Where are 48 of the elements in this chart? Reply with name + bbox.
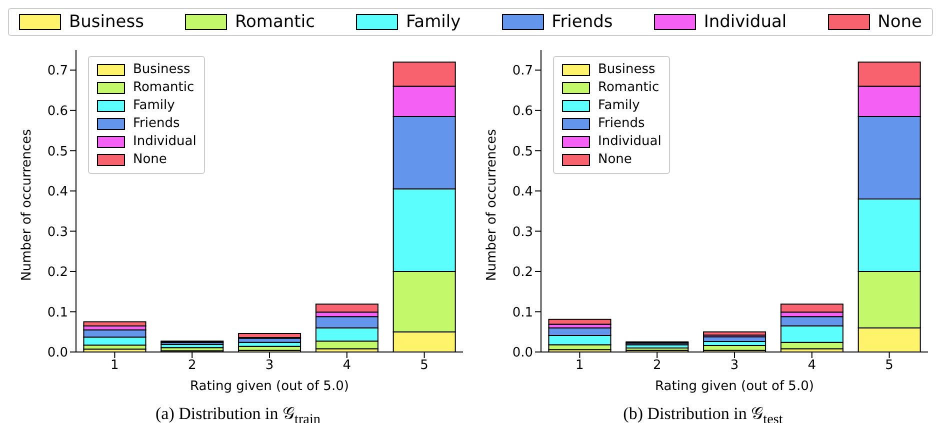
legend-label: Business [598, 61, 656, 79]
legend-label: Family [133, 97, 175, 115]
x-axis-title: Rating given (out of 5.0) [655, 379, 814, 394]
y-tick-label: 0.2 [512, 265, 533, 280]
y-tick-label: 0.3 [47, 224, 68, 240]
legend-label: None [598, 151, 632, 169]
legend-label: Individual [598, 133, 662, 151]
legend-label: Romantic [598, 79, 660, 97]
legend-label: Romantic [133, 79, 194, 97]
legend-label: Business [133, 61, 190, 79]
legend-label: Friends [133, 115, 180, 133]
text: Romantic [234, 12, 315, 32]
y-tick-label: 0.1 [512, 305, 533, 320]
x-tick-label: 2 [188, 358, 196, 374]
x-tick-label: 2 [652, 358, 662, 374]
x-tick-label: 3 [265, 358, 274, 374]
y-axis-title: Number of occurrences [484, 128, 500, 281]
y-tick-label: 0.1 [47, 305, 68, 320]
y-tick-label: 0.0 [512, 346, 533, 361]
text: None [878, 12, 922, 32]
legend-label: Family [598, 97, 640, 115]
legend-label: Friends [598, 115, 645, 133]
text: Friends [552, 12, 613, 32]
text: Business [69, 12, 144, 32]
y-axis-title: Number of occurrences [20, 128, 35, 281]
text: Family [406, 12, 461, 32]
text: Individual [704, 12, 787, 32]
legend-label: None [133, 151, 167, 169]
y-tick-label: 0.0 [47, 346, 68, 361]
y-tick-label: 0.7 [512, 64, 533, 79]
y-tick-label: 0.4 [47, 184, 68, 200]
x-tick-label: 4 [342, 358, 352, 374]
y-tick-label: 0.7 [47, 64, 68, 79]
x-tick-label: 3 [730, 358, 739, 374]
x-tick-label: 5 [420, 358, 428, 374]
y-tick-label: 0.4 [512, 184, 533, 200]
legend-label: Individual [133, 133, 196, 151]
x-axis-title: Rating given (out of 5.0) [190, 379, 349, 394]
y-tick-label: 0.5 [512, 144, 533, 160]
x-tick-label: 1 [110, 358, 119, 374]
y-tick-label: 0.6 [512, 104, 533, 120]
x-tick-label: 1 [576, 358, 584, 374]
y-tick-label: 0.6 [47, 104, 68, 120]
x-tick-label: 4 [808, 358, 816, 374]
x-tick-label: 5 [885, 358, 894, 374]
y-tick-label: 0.3 [512, 224, 533, 240]
y-tick-label: 0.2 [47, 265, 68, 280]
y-tick-label: 0.5 [47, 144, 68, 160]
